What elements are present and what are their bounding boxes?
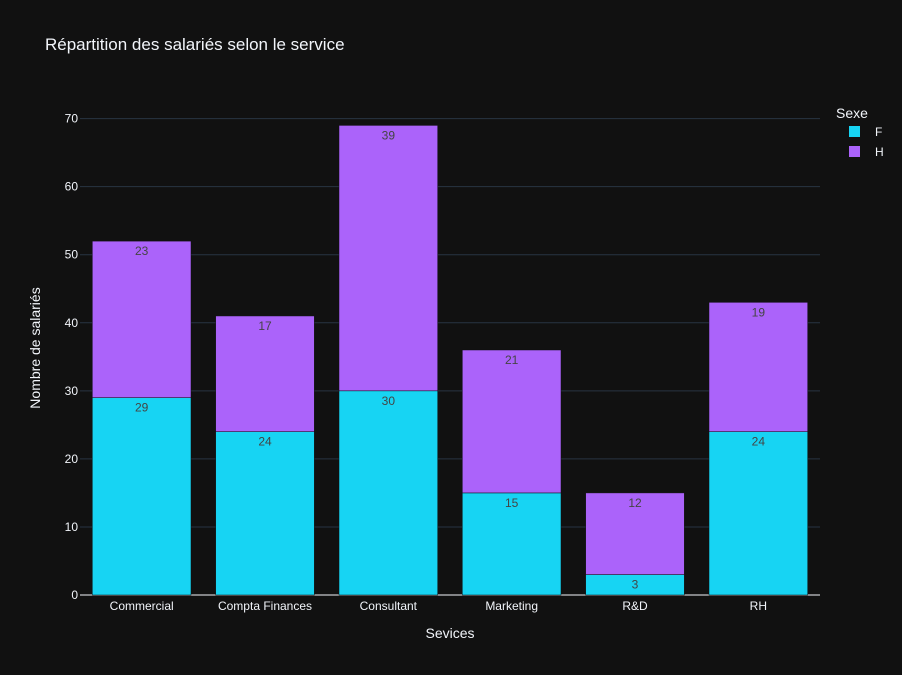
x-tick-label-2: Consultant: [360, 599, 418, 613]
bar-F-1: [215, 431, 315, 596]
y-tick-label-70: 70: [65, 112, 79, 126]
x-axis-title: Sevices: [425, 625, 474, 641]
bar-F-3: [462, 492, 562, 596]
x-tick-label-4: R&D: [622, 599, 648, 613]
bar-H-0: [92, 240, 192, 398]
bar-F-2: [338, 390, 438, 596]
bar-label-F-1: 24: [258, 435, 272, 449]
y-tick-label-50: 50: [65, 248, 79, 262]
bar-H-2: [338, 125, 438, 392]
bar-H-4: [585, 492, 685, 575]
x-tick-label-1: Compta Finances: [218, 599, 312, 613]
bar-labels: 29 23 24 17 30 39 15 21 3 12 24 19: [135, 128, 765, 591]
bar-label-H-2: 39: [382, 128, 396, 142]
grid: [80, 118, 820, 596]
y-axis: 0 10 20 30 40 50 60 70: [65, 112, 79, 602]
y-tick-label-0: 0: [71, 588, 78, 602]
legend-swatch-F: [849, 126, 860, 137]
y-tick-label-30: 30: [65, 384, 79, 398]
bar-label-H-5: 19: [752, 305, 766, 319]
y-tick-label-60: 60: [65, 180, 79, 194]
bar-H-3: [462, 349, 562, 494]
bar-H-5: [708, 302, 808, 432]
bar-label-H-1: 17: [258, 319, 272, 333]
bars: [92, 125, 808, 596]
legend-label-H: H: [875, 145, 884, 159]
legend: Sexe FH: [836, 105, 884, 159]
bar-F-5: [708, 431, 808, 596]
bar-label-F-3: 15: [505, 496, 519, 510]
bar-F-0: [92, 397, 192, 596]
legend-swatch-H: [849, 146, 860, 157]
bar-label-F-4: 3: [632, 578, 639, 592]
bar-label-F-2: 30: [382, 394, 396, 408]
bar-label-H-4: 12: [628, 496, 642, 510]
y-axis-title: Nombre de salariés: [27, 287, 43, 408]
y-tick-label-40: 40: [65, 316, 79, 330]
bar-H-1: [215, 315, 315, 432]
bar-label-H-0: 23: [135, 244, 149, 258]
x-tick-label-5: RH: [750, 599, 767, 613]
bar-label-F-5: 24: [752, 435, 766, 449]
legend-label-F: F: [875, 125, 882, 139]
x-axis: Commercial Compta Finances Consultant Marke…: [110, 599, 767, 613]
x-tick-label-3: Marketing: [485, 599, 538, 613]
bar-label-F-0: 29: [135, 401, 149, 415]
legend-title: Sexe: [836, 105, 868, 121]
x-tick-label-0: Commercial: [110, 599, 174, 613]
bar-label-H-3: 21: [505, 353, 519, 367]
y-tick-label-20: 20: [65, 452, 79, 466]
chart-title: Répartition des salariés selon le servic…: [45, 35, 345, 54]
y-tick-label-10: 10: [65, 520, 79, 534]
